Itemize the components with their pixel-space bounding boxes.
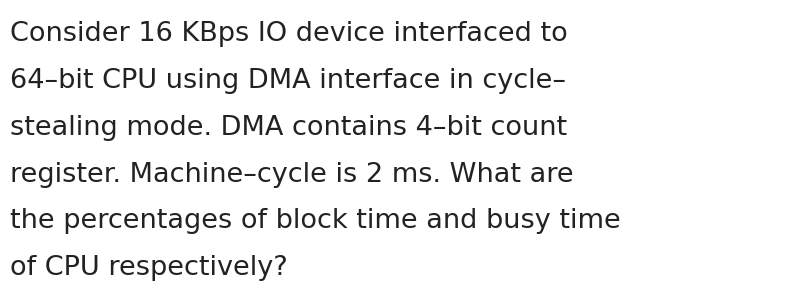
Text: the percentages of block time and busy time: the percentages of block time and busy t… bbox=[10, 208, 621, 235]
Text: register. Machine–cycle is 2 ms. What are: register. Machine–cycle is 2 ms. What ar… bbox=[10, 162, 574, 188]
Text: of CPU respectively?: of CPU respectively? bbox=[10, 255, 288, 282]
Text: 64–bit CPU using DMA interface in cycle–: 64–bit CPU using DMA interface in cycle– bbox=[10, 68, 566, 94]
Text: stealing mode. DMA contains 4–bit count: stealing mode. DMA contains 4–bit count bbox=[10, 115, 567, 141]
Text: Consider 16 KBps IO device interfaced to: Consider 16 KBps IO device interfaced to bbox=[10, 21, 568, 47]
